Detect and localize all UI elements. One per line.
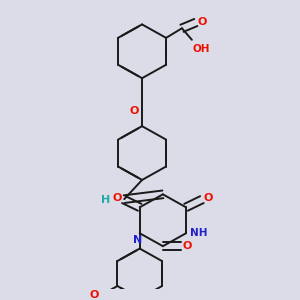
Text: O: O [130, 106, 139, 116]
Text: O: O [198, 16, 207, 26]
Text: NH: NH [190, 228, 208, 238]
Text: O: O [183, 241, 192, 251]
Text: O: O [112, 193, 122, 203]
Text: O: O [89, 290, 99, 300]
Text: H: H [101, 195, 110, 205]
Text: OH: OH [193, 44, 210, 54]
Text: N: N [133, 235, 142, 245]
Text: O: O [204, 193, 213, 203]
